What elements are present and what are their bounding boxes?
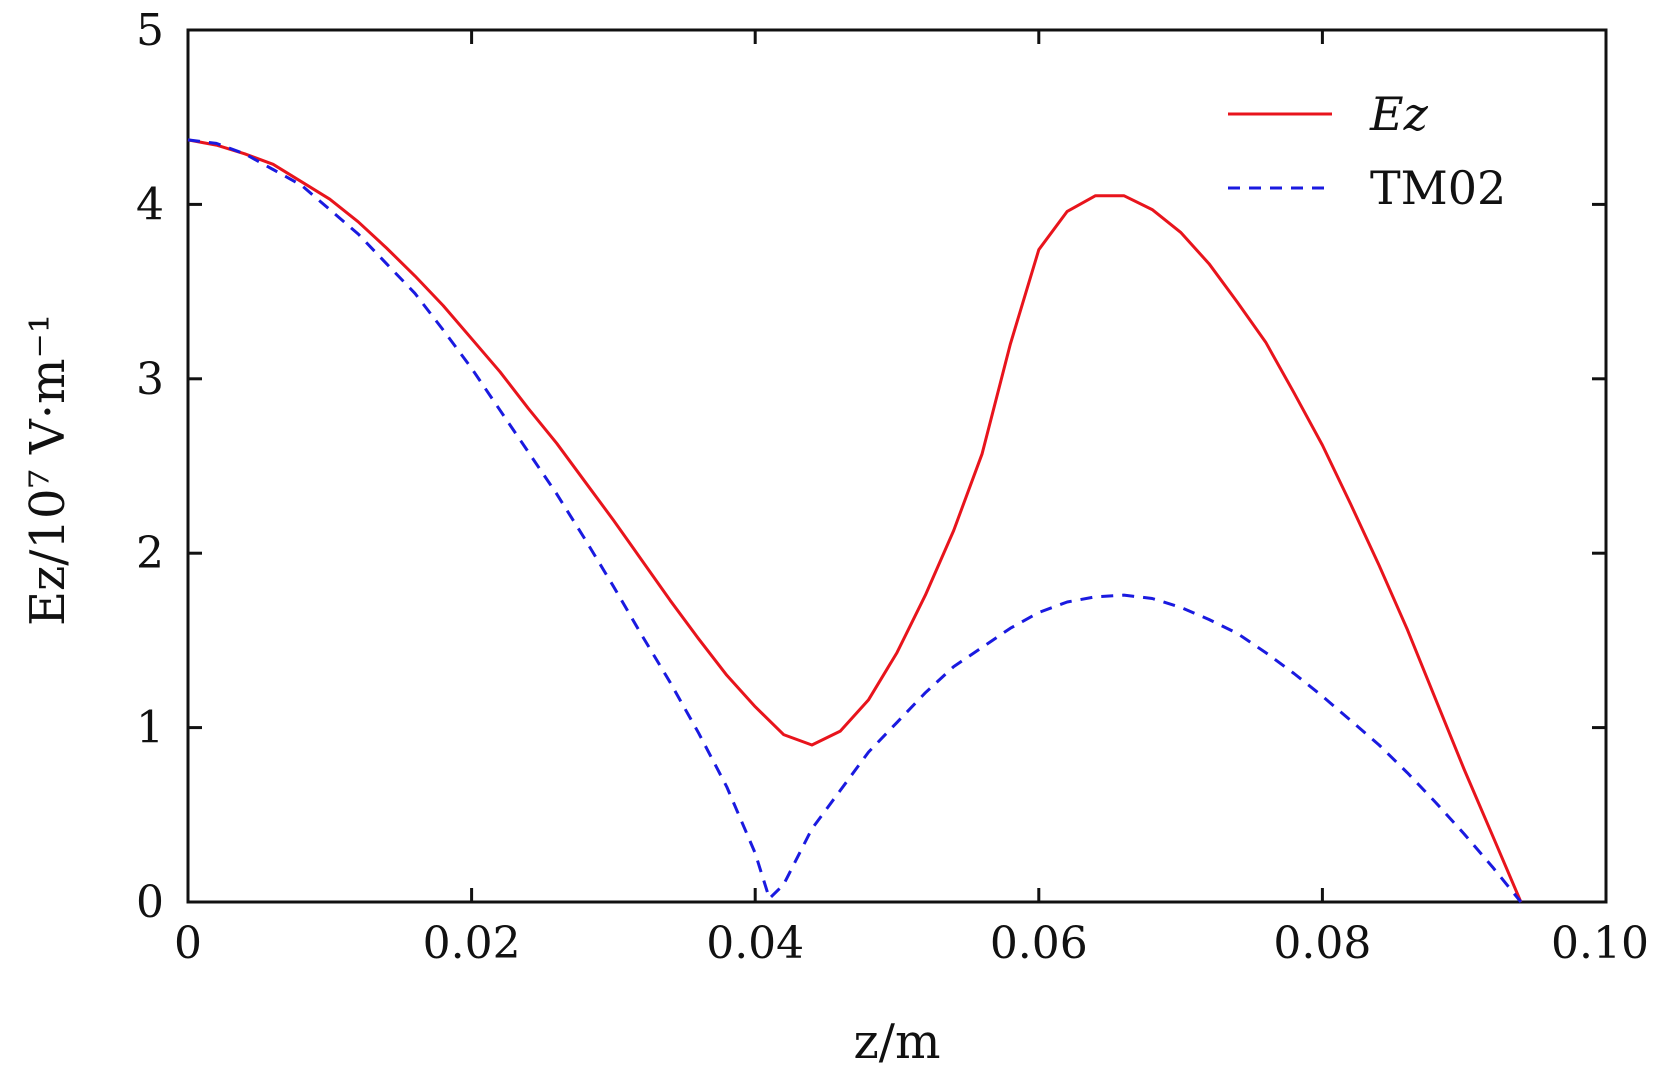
x-tick-label: 0.08 (1273, 918, 1371, 969)
y-tick-label: 3 (136, 354, 164, 405)
y-tick-label: 0 (136, 877, 164, 928)
plot-area (186, 28, 1608, 904)
series-layer (187, 138, 1523, 903)
x-tick-label: 0 (174, 918, 202, 969)
legend-label-ez: Ez (1369, 87, 1429, 141)
y-tick-label: 5 (136, 5, 164, 56)
axis-ticks (186, 28, 1608, 904)
y-tick-label: 1 (136, 703, 164, 754)
x-tick-labels: 0 0.02 0.04 0.06 0.08 0.10 (174, 918, 1649, 969)
x-tick-label: 0.10 (1551, 918, 1649, 969)
x-axis-label: z/m (854, 1014, 941, 1070)
x-tick-label: 0.04 (706, 918, 804, 969)
series-line-ez (187, 138, 1523, 903)
x-tick-label: 0.06 (990, 918, 1088, 969)
legend-label-tm02: TM02 (1370, 161, 1506, 215)
y-tick-label: 2 (136, 528, 164, 579)
y-tick-labels: 0 1 2 3 4 5 (136, 5, 164, 928)
x-tick-label: 0.02 (423, 918, 521, 969)
legend: Ez TM02 (1228, 87, 1506, 215)
y-axis-label: Ez/10⁷ V·m⁻¹ (20, 314, 76, 626)
series-line-tm02 (187, 138, 1523, 903)
y-tick-label: 4 (136, 179, 164, 230)
